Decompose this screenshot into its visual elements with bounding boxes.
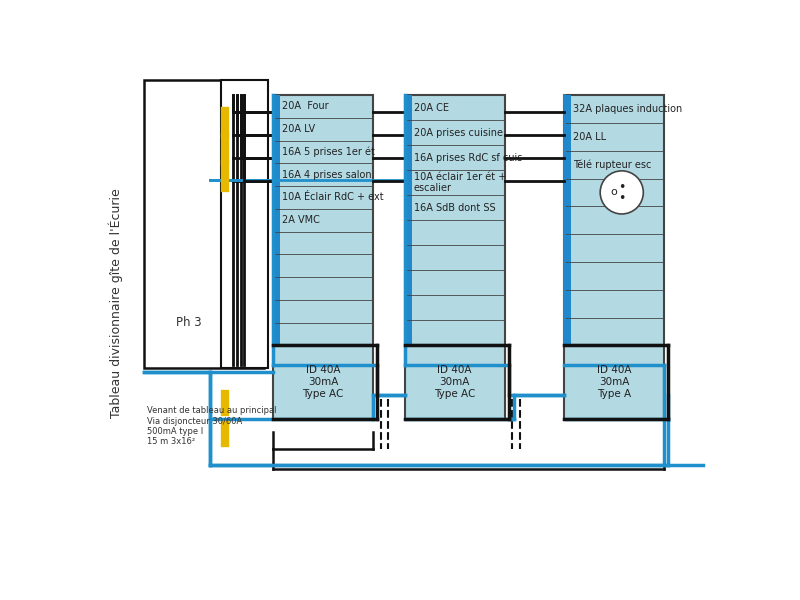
Text: ID 40A
30mA
Type AC: ID 40A 30mA Type AC (434, 365, 475, 398)
Text: 16A prises RdC sf cuis: 16A prises RdC sf cuis (414, 152, 522, 163)
Text: 20A LL: 20A LL (574, 132, 606, 142)
Text: 16A SdB dont SS: 16A SdB dont SS (414, 203, 495, 213)
Text: 20A  Four: 20A Four (282, 101, 329, 112)
Bar (564, 95, 664, 346)
Text: 20A CE: 20A CE (414, 103, 449, 113)
Bar (405, 95, 505, 346)
Bar (144, 80, 264, 368)
Bar (273, 95, 280, 346)
Bar (273, 95, 373, 346)
Text: 16A 5 prises 1er ét: 16A 5 prises 1er ét (282, 147, 375, 157)
Text: Venant de tableau au principal
Via disjoncteur 30/60A
500mA type I
15 m 3x16²: Venant de tableau au principal Via disjo… (146, 406, 276, 446)
Text: Télé rupteur esc: Télé rupteur esc (574, 160, 652, 170)
Text: 20A LV: 20A LV (282, 124, 315, 134)
Text: Ph 3: Ph 3 (176, 316, 202, 329)
Bar (405, 346, 505, 419)
Bar (564, 346, 664, 419)
Bar (405, 95, 411, 346)
Text: 32A plaques induction: 32A plaques induction (574, 104, 682, 114)
Text: •: • (618, 192, 626, 205)
Text: ID 40A
30mA
Type A: ID 40A 30mA Type A (597, 365, 631, 398)
Text: 10A éclair 1er ét +
escalier: 10A éclair 1er ét + escalier (414, 172, 506, 193)
Bar (222, 80, 267, 368)
Text: •: • (618, 181, 626, 194)
Text: o: o (610, 187, 618, 197)
Text: 20A prises cuisine: 20A prises cuisine (414, 128, 503, 137)
Text: 16A 4 prises salon: 16A 4 prises salon (282, 170, 372, 180)
Bar (273, 346, 373, 419)
Text: 2A VMC: 2A VMC (282, 215, 320, 225)
Text: 10A Éclair RdC + ext: 10A Éclair RdC + ext (282, 193, 384, 202)
Circle shape (600, 171, 643, 214)
Text: Tableau divisionnaire gîte de l'Écurie: Tableau divisionnaire gîte de l'Écurie (109, 188, 123, 418)
Bar (564, 95, 571, 346)
Text: ID 40A
30mA
Type AC: ID 40A 30mA Type AC (302, 365, 344, 398)
